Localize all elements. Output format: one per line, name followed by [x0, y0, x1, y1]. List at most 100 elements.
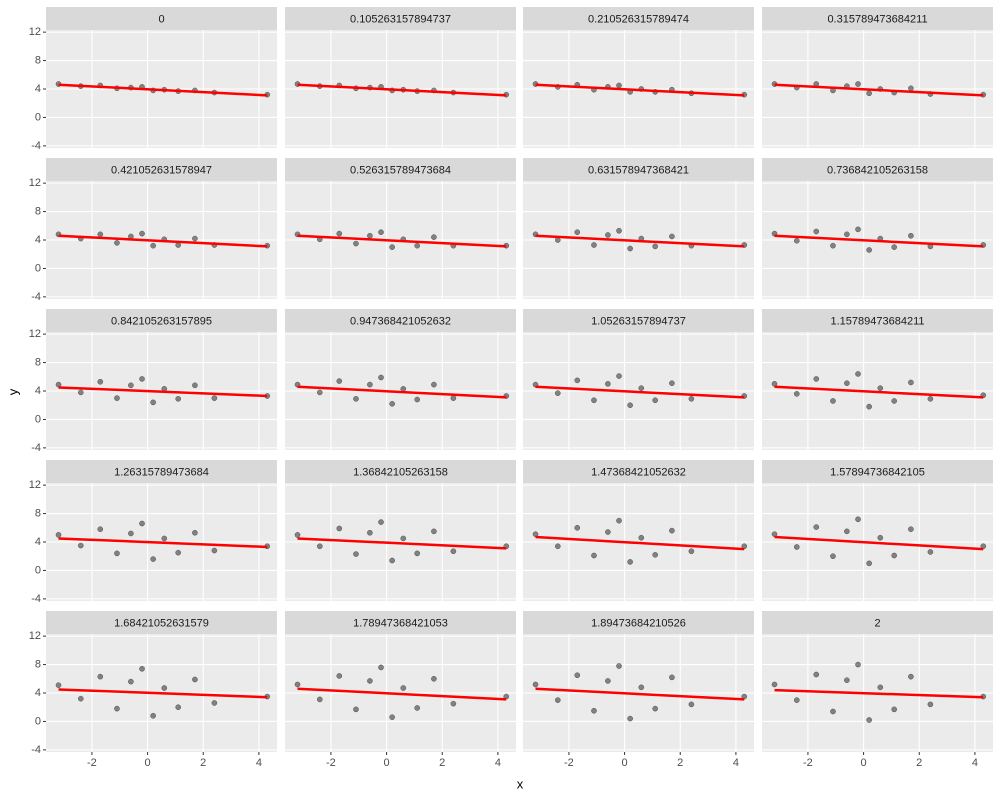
- fit-line: [58, 688, 268, 699]
- x-axis-title: x: [517, 776, 524, 791]
- x-tick-label: -2: [87, 757, 97, 769]
- x-tick-label: 4: [733, 757, 739, 769]
- point: [591, 552, 597, 559]
- x-tick-label: 0: [384, 757, 390, 769]
- point: [353, 395, 359, 402]
- fit-line: [58, 83, 268, 97]
- fit-line: [774, 688, 984, 699]
- point: [669, 380, 675, 387]
- strip-text: 0: [158, 13, 164, 25]
- point: [574, 229, 581, 236]
- y-tick-label: 0: [35, 262, 41, 274]
- y-axis-title: y: [5, 388, 20, 395]
- point: [638, 534, 645, 541]
- point: [866, 90, 873, 97]
- point: [367, 381, 373, 388]
- strip-text: 1.78947368421053: [353, 617, 448, 629]
- point: [574, 524, 581, 531]
- fit-line: [58, 537, 268, 549]
- point: [161, 685, 168, 691]
- point: [844, 677, 850, 684]
- point: [877, 534, 884, 541]
- point: [97, 378, 104, 385]
- point: [389, 244, 396, 250]
- point: [114, 550, 120, 557]
- y-tick-label: 8: [35, 205, 41, 217]
- point: [669, 527, 675, 534]
- point: [139, 520, 145, 527]
- fit-line: [297, 234, 507, 248]
- point: [927, 395, 934, 402]
- fit-line: [535, 234, 745, 248]
- point: [55, 682, 62, 689]
- point: [813, 228, 820, 235]
- strip-text: 0.421052631578947: [111, 164, 212, 176]
- point: [114, 239, 120, 246]
- fit-line: [535, 83, 745, 97]
- point: [616, 82, 622, 89]
- strip: [523, 611, 754, 634]
- point: [192, 382, 198, 389]
- y-tick-label: 12: [29, 177, 41, 189]
- y-tick-label: -4: [31, 442, 41, 454]
- fit-line: [297, 385, 507, 399]
- point: [192, 676, 198, 683]
- point: [77, 389, 84, 396]
- point: [97, 526, 104, 533]
- point: [855, 516, 861, 523]
- y-tick-label: 0: [35, 111, 41, 123]
- y-tick-label: 12: [29, 479, 41, 491]
- strip: [285, 611, 516, 634]
- point: [616, 373, 622, 379]
- x-tick-label: 4: [972, 757, 978, 769]
- point: [175, 549, 182, 556]
- fit-line: [58, 234, 268, 248]
- strip: [523, 309, 754, 332]
- y-tick-label: 4: [35, 687, 41, 699]
- point: [688, 395, 695, 402]
- strip-text: 0.210526315789474: [588, 13, 689, 25]
- y-tick-label: 0: [35, 564, 41, 576]
- point: [591, 707, 597, 714]
- point: [908, 673, 914, 680]
- point: [866, 717, 873, 723]
- point: [378, 664, 384, 671]
- x-tick-label: 0: [145, 757, 151, 769]
- point: [316, 389, 323, 396]
- point: [400, 685, 407, 691]
- y-tick-label: 8: [35, 507, 41, 519]
- y-tick-label: -4: [31, 140, 41, 152]
- point: [638, 684, 645, 691]
- point: [771, 531, 778, 538]
- strip-text: 0.736842105263158: [827, 164, 928, 176]
- point: [554, 390, 561, 396]
- point: [866, 403, 873, 410]
- point: [353, 240, 359, 247]
- strip: [285, 7, 516, 30]
- point: [638, 385, 645, 392]
- point: [866, 247, 873, 253]
- strip-text: 0.315789473684211: [827, 13, 927, 25]
- point: [627, 715, 634, 722]
- point: [813, 524, 820, 530]
- point: [605, 381, 611, 387]
- point: [150, 399, 157, 406]
- x-tick-label: 0: [861, 757, 867, 769]
- point: [652, 705, 659, 712]
- point: [114, 705, 120, 712]
- point: [830, 708, 836, 715]
- strip: [762, 460, 993, 483]
- strip: [285, 460, 516, 483]
- point: [414, 550, 421, 557]
- point: [627, 245, 634, 252]
- point: [844, 380, 850, 387]
- point: [353, 551, 359, 557]
- point: [591, 242, 597, 248]
- point: [55, 381, 62, 388]
- point: [192, 529, 198, 536]
- point: [150, 556, 157, 562]
- point: [688, 701, 695, 708]
- point: [128, 530, 134, 537]
- y-tick-label: -4: [31, 593, 41, 605]
- point: [431, 381, 437, 388]
